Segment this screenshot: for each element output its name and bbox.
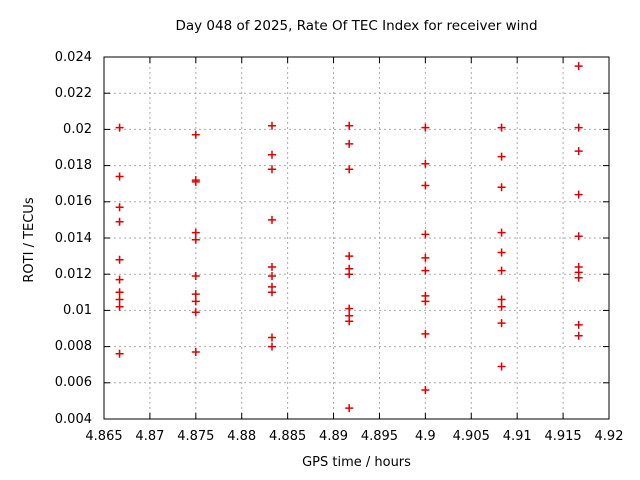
x-tick-label: 4.865 bbox=[85, 429, 123, 444]
x-tick-label: 4.89 bbox=[319, 429, 348, 444]
x-tick-label: 4.875 bbox=[177, 429, 215, 444]
y-tick-label: 0.008 bbox=[54, 339, 92, 355]
grid-lines bbox=[104, 57, 609, 419]
y-tick-label: 0.004 bbox=[54, 411, 92, 427]
y-tick-label: 0.018 bbox=[54, 158, 92, 174]
x-axis-label: GPS time / hours bbox=[302, 455, 411, 470]
plot-border bbox=[103, 56, 610, 420]
y-tick-label: 0.012 bbox=[54, 266, 92, 282]
x-tick-label: 4.915 bbox=[544, 429, 582, 444]
y-tick-label: 0.01 bbox=[63, 302, 92, 318]
y-tick-label: 0.02 bbox=[63, 121, 92, 137]
x-tick-label: 4.9 bbox=[415, 429, 436, 444]
x-tick-label: 4.885 bbox=[269, 429, 307, 444]
data-point-markers bbox=[115, 62, 583, 413]
y-tick-label: 0.022 bbox=[54, 85, 92, 101]
x-tick-label: 4.905 bbox=[452, 429, 490, 444]
y-tick-label: 0.024 bbox=[54, 49, 92, 65]
y-tick-label: 0.016 bbox=[54, 194, 92, 210]
x-tick-label: 4.87 bbox=[135, 429, 165, 444]
chart-title: Day 048 of 2025, Rate Of TEC Index for r… bbox=[175, 18, 538, 34]
x-tick-label: 4.88 bbox=[227, 429, 257, 444]
y-tick-label: 0.014 bbox=[54, 230, 92, 246]
x-tick-label: 4.91 bbox=[502, 429, 532, 444]
x-tick-label: 4.895 bbox=[360, 429, 399, 444]
x-tick-label: 4.92 bbox=[594, 429, 624, 444]
y-tick-label: 0.006 bbox=[54, 375, 92, 391]
